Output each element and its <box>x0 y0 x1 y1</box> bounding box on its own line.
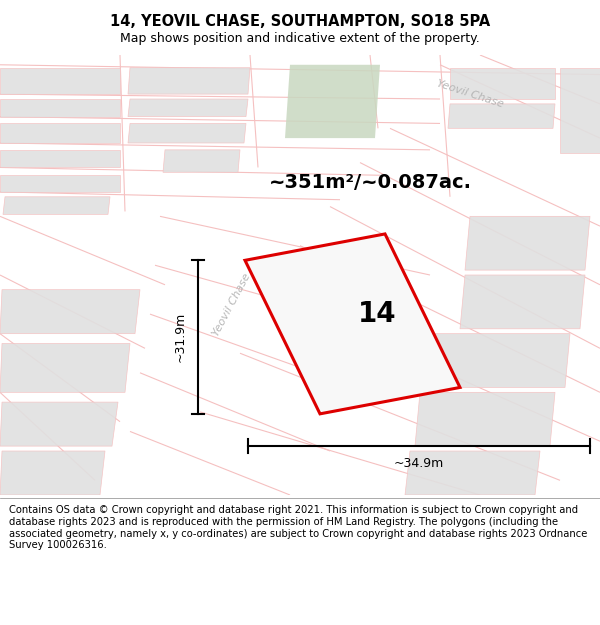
Text: 14: 14 <box>358 300 397 328</box>
Text: Yeovil Chase: Yeovil Chase <box>435 79 505 109</box>
Polygon shape <box>0 99 120 117</box>
Polygon shape <box>0 402 118 446</box>
Polygon shape <box>128 99 248 117</box>
Polygon shape <box>128 68 250 94</box>
Text: Map shows position and indicative extent of the property.: Map shows position and indicative extent… <box>120 32 480 45</box>
Polygon shape <box>0 68 120 94</box>
Polygon shape <box>450 68 555 99</box>
Polygon shape <box>0 451 105 495</box>
Polygon shape <box>0 289 140 334</box>
Polygon shape <box>405 451 540 495</box>
Polygon shape <box>0 150 120 168</box>
Polygon shape <box>0 124 120 143</box>
Text: 14, YEOVIL CHASE, SOUTHAMPTON, SO18 5PA: 14, YEOVIL CHASE, SOUTHAMPTON, SO18 5PA <box>110 14 490 29</box>
Polygon shape <box>128 124 246 143</box>
Text: Yeovil Chase: Yeovil Chase <box>211 271 253 338</box>
Polygon shape <box>465 216 590 270</box>
Polygon shape <box>560 68 600 152</box>
Polygon shape <box>3 197 110 214</box>
Polygon shape <box>0 344 130 392</box>
Text: ~351m²/~0.087ac.: ~351m²/~0.087ac. <box>269 173 472 192</box>
Polygon shape <box>0 175 120 192</box>
Text: ~31.9m: ~31.9m <box>173 312 187 362</box>
Text: Contains OS data © Crown copyright and database right 2021. This information is : Contains OS data © Crown copyright and d… <box>9 506 587 550</box>
Text: ~34.9m: ~34.9m <box>394 458 444 470</box>
Polygon shape <box>415 392 555 446</box>
Polygon shape <box>285 65 380 138</box>
Polygon shape <box>163 150 240 173</box>
Polygon shape <box>425 334 570 388</box>
Polygon shape <box>245 234 460 414</box>
Polygon shape <box>448 104 555 128</box>
Polygon shape <box>460 275 585 329</box>
